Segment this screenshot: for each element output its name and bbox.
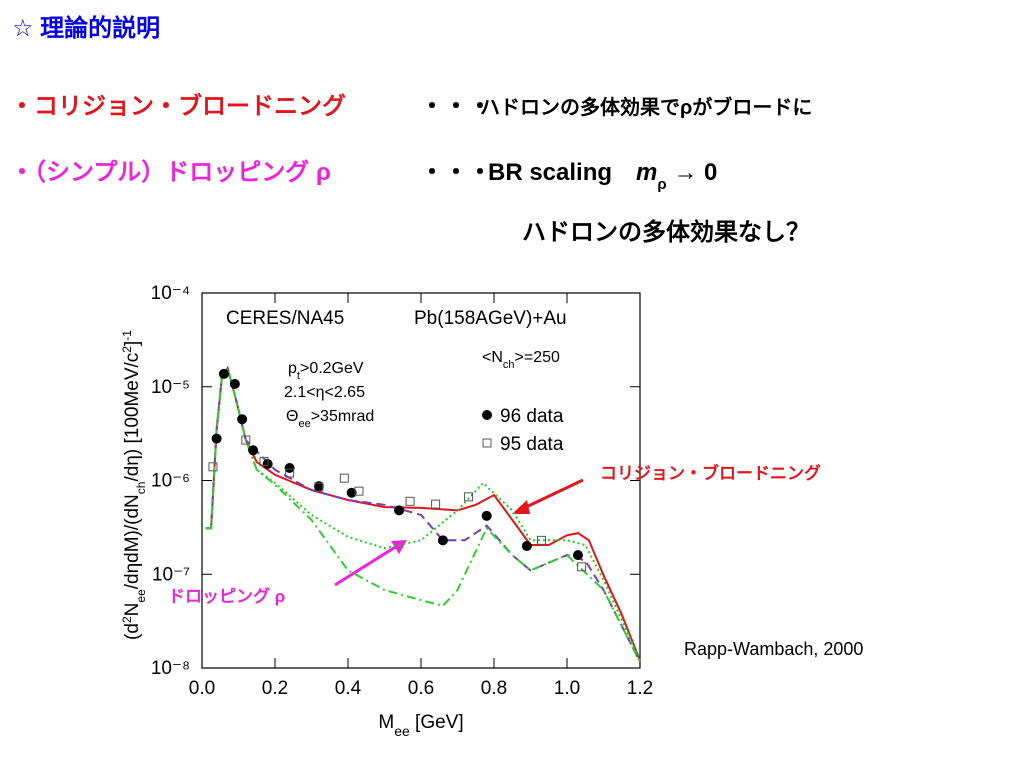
annotation-part: <N bbox=[482, 349, 503, 366]
data-point bbox=[354, 486, 364, 496]
curve bbox=[205, 365, 641, 663]
y-tick-label: 10⁻⁶ bbox=[151, 471, 190, 492]
label-part: /dηdM)/(dN bbox=[122, 494, 143, 589]
bullet-dots: ・・・ bbox=[420, 93, 492, 120]
arrow-head bbox=[391, 540, 407, 554]
annotation-subscript: ch bbox=[503, 359, 515, 371]
desc-text: → 0 bbox=[667, 159, 718, 186]
data-point bbox=[339, 473, 349, 483]
legend-marker bbox=[482, 410, 492, 420]
data-point bbox=[241, 435, 251, 445]
bullet-desc: BR scaling mρ → 0 bbox=[488, 159, 717, 193]
annotation-part: p bbox=[288, 360, 297, 377]
annotation-part: >0.2GeV bbox=[300, 360, 364, 377]
x-tick-label: 1.2 bbox=[627, 678, 653, 699]
y-tick-label: 10⁻⁴ bbox=[151, 283, 190, 304]
data-point bbox=[211, 433, 222, 444]
data-point bbox=[481, 510, 492, 521]
arrow-head bbox=[512, 500, 530, 514]
data-point bbox=[394, 505, 405, 516]
label-subscript: ch bbox=[134, 482, 148, 495]
data-point bbox=[248, 445, 259, 456]
data-point bbox=[218, 368, 229, 379]
label-part: [GeV] bbox=[410, 712, 464, 733]
label-superscript: 2 bbox=[120, 616, 134, 623]
y-tick-label: 10⁻⁷ bbox=[152, 564, 190, 585]
label-subscript: ee bbox=[394, 723, 410, 739]
curve bbox=[205, 365, 641, 661]
x-tick-label: 0.0 bbox=[189, 678, 215, 699]
data-point bbox=[405, 496, 415, 506]
slide-title: ☆ 理論的説明 bbox=[12, 14, 160, 42]
annotation-subscript: t bbox=[297, 370, 300, 382]
annotation: pt>0.2GeV bbox=[288, 360, 364, 382]
desc-symbol: m bbox=[636, 159, 657, 186]
data-point bbox=[521, 541, 532, 552]
annotation: 2.1<η<2.65 bbox=[284, 384, 365, 401]
x-tick-label: 1.0 bbox=[554, 678, 580, 699]
bullet-term: ・（シンプル）ドロッピング ρ bbox=[10, 159, 331, 186]
annotation-part: >35mrad bbox=[311, 408, 375, 425]
arrow bbox=[334, 544, 398, 587]
y-tick-label: 10⁻⁵ bbox=[151, 377, 190, 398]
data-point bbox=[313, 481, 324, 492]
curve bbox=[205, 365, 641, 663]
data-point bbox=[536, 535, 546, 545]
label-part: (d bbox=[122, 623, 143, 640]
data-point bbox=[314, 482, 324, 492]
data-point bbox=[463, 492, 473, 502]
label-subscript: ee bbox=[134, 589, 148, 603]
data-point bbox=[577, 562, 587, 572]
label-superscript: -1 bbox=[120, 330, 134, 341]
x-tick-label: 0.8 bbox=[481, 678, 507, 699]
annotation-part: Θ bbox=[286, 408, 298, 425]
annotation: コリジョン・ブロードニング bbox=[600, 463, 821, 483]
desc-text: BR scaling bbox=[488, 159, 612, 186]
annotation: Pb(158AGeV)+Au bbox=[414, 308, 567, 329]
x-tick-label: 0.2 bbox=[262, 678, 288, 699]
data-point bbox=[572, 550, 583, 561]
label-part: /dη) [100MeV/c bbox=[122, 353, 143, 482]
y-tick-label: 10⁻⁸ bbox=[151, 658, 190, 679]
desc-subscript: ρ bbox=[657, 176, 666, 193]
bullet-note: ハドロンの多体効果なし？ bbox=[522, 218, 810, 246]
data-point bbox=[437, 535, 448, 546]
label-part: M bbox=[378, 712, 394, 733]
data-point bbox=[208, 462, 218, 472]
data-point bbox=[431, 499, 441, 509]
label-superscript: 2 bbox=[120, 346, 134, 353]
label-part: ] bbox=[122, 341, 143, 346]
x-axis-label: Mee [GeV] bbox=[378, 712, 463, 739]
bullet-dots: ・・・ bbox=[420, 159, 492, 186]
legend-label: 96 data bbox=[500, 406, 564, 427]
data-point bbox=[346, 487, 357, 498]
bullet-desc: ハドロンの多体効果でρがブロードに bbox=[480, 95, 812, 119]
reference: Rapp-Wambach, 2000 bbox=[684, 639, 863, 659]
curve bbox=[205, 365, 641, 662]
plot: Mee [GeV] (d2Nee/dηdM)/(dNch/dη) [100MeV… bbox=[120, 283, 863, 739]
legend-marker bbox=[482, 438, 492, 448]
annotation: CERES/NA45 bbox=[226, 308, 344, 329]
legend-label: 95 data bbox=[500, 434, 564, 455]
annotation: <Nch>=250 bbox=[482, 349, 560, 371]
annotation: ドロッピング ρ bbox=[168, 586, 285, 606]
data-point bbox=[259, 456, 269, 466]
data-point bbox=[284, 462, 295, 473]
data-point bbox=[285, 468, 295, 478]
y-axis-label: (d2Nee/dηdM)/(dNch/dη) [100MeV/c2]-1 bbox=[120, 330, 148, 640]
x-tick-label: 0.4 bbox=[335, 678, 362, 699]
x-tick-label: 0.6 bbox=[408, 678, 434, 699]
arrow bbox=[521, 478, 584, 511]
annotation: Θee>35mrad bbox=[286, 408, 374, 430]
label-part: N bbox=[122, 603, 143, 617]
annotation-subscript: ee bbox=[298, 418, 310, 430]
data-point bbox=[237, 414, 248, 425]
data-point bbox=[229, 378, 240, 389]
plot-frame bbox=[201, 292, 641, 669]
bullet-term: ・コリジョン・ブロードニング bbox=[10, 92, 346, 120]
annotation-part: >=250 bbox=[515, 349, 560, 366]
